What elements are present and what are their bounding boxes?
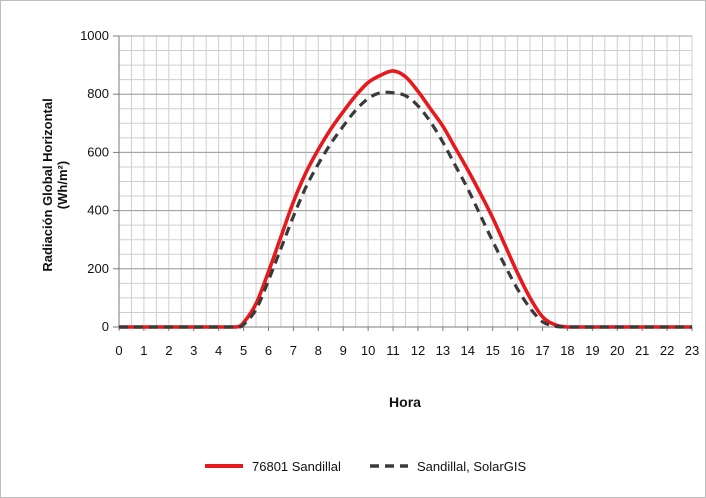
minor-gridlines (118, 35, 693, 328)
x-tick-label: 9 (340, 343, 347, 358)
x-tick-label: 4 (215, 343, 222, 358)
x-tick-label: 19 (585, 343, 599, 358)
series-line-2 (119, 90, 692, 329)
x-tick-label: 3 (190, 343, 197, 358)
legend-label-series-2: Sandillal, SolarGIS (417, 459, 526, 474)
x-tick-label: 14 (461, 343, 475, 358)
x-tick-label: 12 (411, 343, 425, 358)
x-tick-label: 1 (140, 343, 147, 358)
y-tick-label: 600 (87, 144, 109, 159)
x-tick-label: 16 (510, 343, 524, 358)
y-tick-label: 400 (87, 203, 109, 218)
y-tick-label: 800 (87, 86, 109, 101)
x-tick-label: 6 (265, 343, 272, 358)
y-axis-title: Radiación Global Horizontal (Wh/m²) (40, 98, 70, 271)
x-tick-label: 23 (685, 343, 699, 358)
x-tick-label: 13 (436, 343, 450, 358)
x-tick-label: 8 (315, 343, 322, 358)
x-tick-label: 10 (361, 343, 375, 358)
x-tick-label: 17 (535, 343, 549, 358)
x-tick-label: 11 (386, 343, 400, 358)
legend-label-series-1: 76801 Sandillal (252, 459, 341, 474)
x-tick-label: 7 (290, 343, 297, 358)
legend: 76801 Sandillal Sandillal, SolarGIS (205, 459, 526, 474)
x-tick-label: 5 (240, 343, 247, 358)
x-tick-label: 15 (485, 343, 499, 358)
x-axis-title: Hora (389, 394, 421, 410)
y-axis-title-line1: Radiación Global Horizontal (40, 98, 55, 271)
x-tick-labels: 0 1 2 3 4 5 6 7 8 9 10 11 12 13 14 15 16 17 18 19 20 21 22 23 (115, 343, 699, 358)
x-tick-label: 18 (560, 343, 574, 358)
y-tick-labels: 0 200 400 600 800 1000 (80, 28, 109, 334)
x-tick-label: 0 (115, 343, 122, 358)
y-axis-title-line2: (Wh/m²) (55, 161, 70, 209)
x-tick-label: 20 (610, 343, 624, 358)
y-tick-label: 0 (102, 319, 109, 334)
x-tick-label: 21 (635, 343, 649, 358)
x-tick-label: 22 (660, 343, 674, 358)
series-lines (119, 69, 692, 329)
y-tick-label: 200 (87, 261, 109, 276)
y-tick-label: 1000 (80, 28, 109, 43)
x-tick-label: 2 (165, 343, 172, 358)
